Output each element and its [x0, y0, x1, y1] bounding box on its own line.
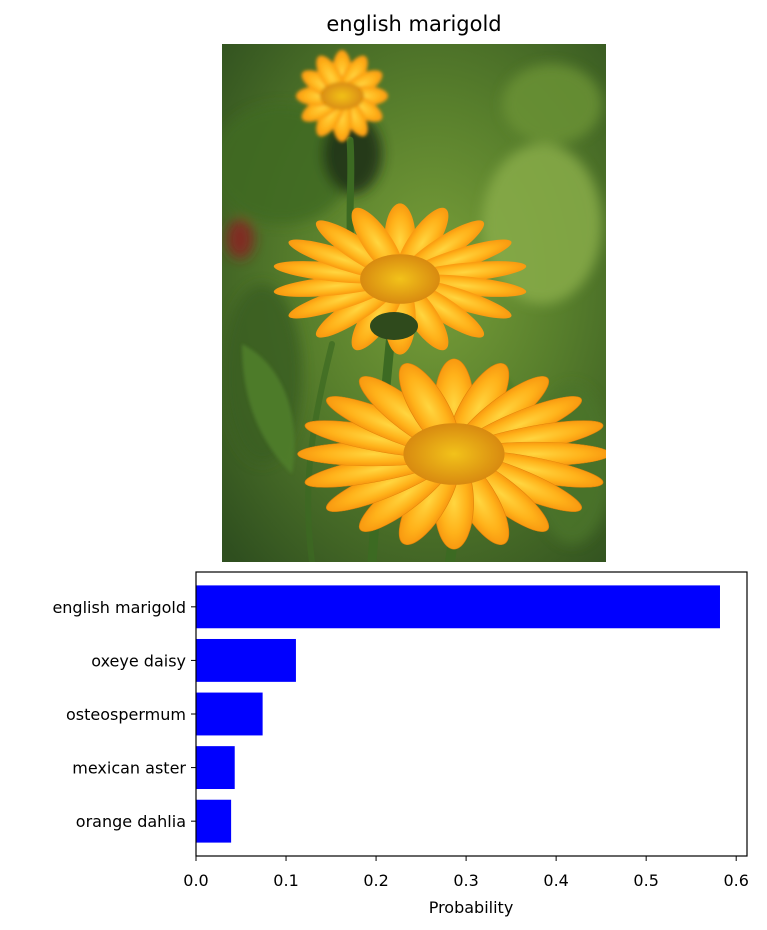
- category-label: english marigold: [52, 598, 186, 617]
- x-tick-label: 0.0: [183, 871, 208, 890]
- category-label: orange dahlia: [76, 812, 186, 831]
- x-axis-label: Probability: [429, 898, 514, 917]
- bar-english-marigold: [196, 585, 720, 629]
- bars-layer: [196, 585, 720, 843]
- x-tick-label: 0.1: [273, 871, 298, 890]
- category-labels: english marigold oxeye daisy osteospermum m…: [52, 598, 196, 831]
- x-tick-label: 0.3: [453, 871, 478, 890]
- x-tick-label: 0.5: [633, 871, 658, 890]
- x-tick-label: 0.2: [363, 871, 388, 890]
- chart-title: english marigold: [326, 12, 502, 36]
- category-label: mexican aster: [72, 759, 186, 778]
- x-tick-label: 0.4: [543, 871, 568, 890]
- bar-orange-dahlia: [196, 799, 232, 843]
- bar-oxeye-daisy: [196, 638, 296, 682]
- flower-photo: [222, 44, 606, 562]
- x-tick-label: 0.6: [723, 871, 748, 890]
- category-label: osteospermum: [66, 705, 186, 724]
- bar-osteospermum: [196, 692, 263, 736]
- category-label: oxeye daisy: [91, 651, 186, 670]
- bar-mexican-aster: [196, 746, 235, 790]
- x-axis-ticks: 0.0 0.1 0.2 0.3 0.4 0.5 0.6: [183, 856, 749, 890]
